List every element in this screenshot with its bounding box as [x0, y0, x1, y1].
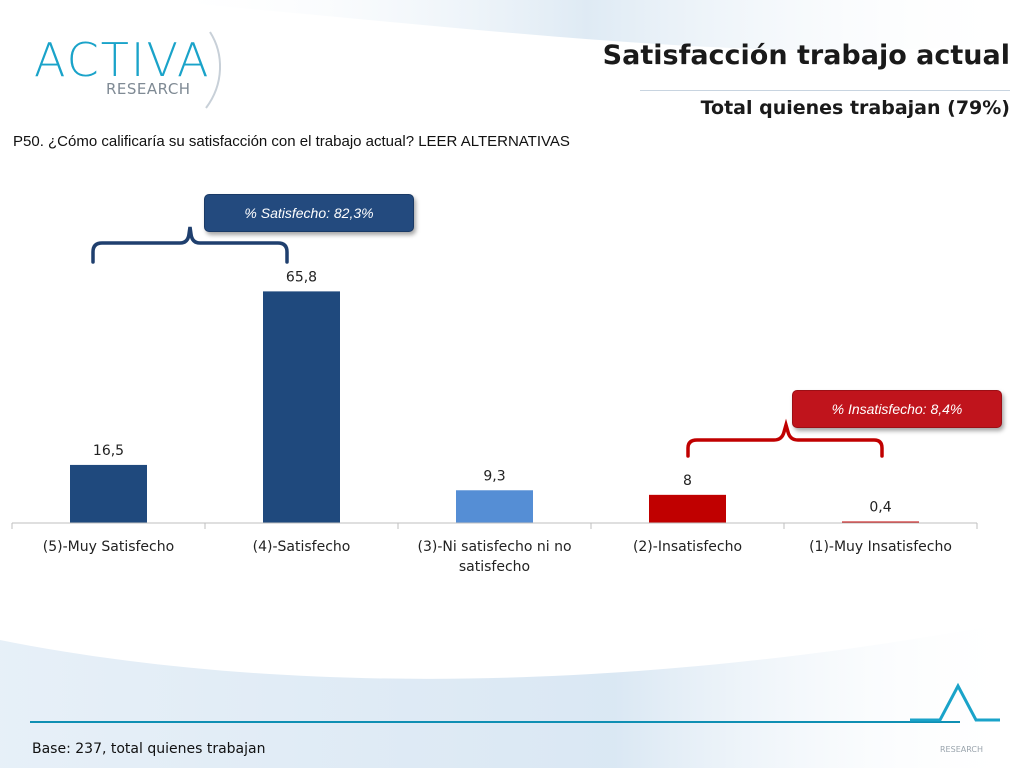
category-label: (2)-Insatisfecho — [633, 539, 742, 555]
logo-text: ACTIVA — [34, 33, 210, 87]
logo-sub: RESEARCH — [106, 80, 191, 98]
bar — [70, 464, 147, 523]
footer-logo-sub: RESEARCH — [940, 745, 983, 754]
category-label: (3)-Ni satisfecho ni no — [417, 539, 571, 555]
page-title: Satisfacción trabajo actual — [602, 40, 1010, 71]
page-subtitle: Total quienes trabajan (79%) — [700, 97, 1010, 119]
bar — [456, 490, 533, 523]
category-label: (4)-Satisfecho — [253, 539, 351, 555]
bar — [649, 494, 726, 523]
category-label: satisfecho — [459, 559, 530, 575]
bar-value-label: 8 — [683, 473, 692, 489]
chart-bars — [70, 291, 919, 523]
bar-value-label: 9,3 — [483, 468, 505, 484]
unsatisfied-callout: % Insatisfecho: 8,4% — [792, 390, 1002, 428]
chart-category-labels: (5)-Muy Satisfecho (4)-Satisfecho (3)-Ni s… — [43, 539, 952, 575]
question-text: P50. ¿Cómo calificaría su satisfacción c… — [13, 133, 570, 150]
category-label: (1)-Muy Insatisfecho — [809, 539, 952, 555]
footer-base-note: Base: 237, total quienes trabajan — [32, 741, 266, 757]
satisfied-brace — [91, 226, 289, 264]
unsatisfied-brace — [686, 418, 884, 458]
bar-value-label: 16,5 — [93, 443, 124, 459]
bar — [842, 521, 919, 523]
satisfied-callout: % Satisfecho: 82,3% — [204, 194, 414, 232]
x-axis-ticks — [11, 523, 978, 529]
footer-logo: RESEARCH — [910, 682, 1000, 754]
chart-value-labels: 16,5 65,8 9,3 8 0,4 — [93, 269, 892, 515]
category-label: (5)-Muy Satisfecho — [43, 539, 174, 555]
bar-value-label: 65,8 — [286, 269, 317, 285]
bar — [263, 291, 340, 523]
activa-logo: ACTIVA RESEARCH — [34, 31, 221, 109]
bar-value-label: 0,4 — [869, 500, 891, 516]
title-divider — [640, 90, 1010, 91]
